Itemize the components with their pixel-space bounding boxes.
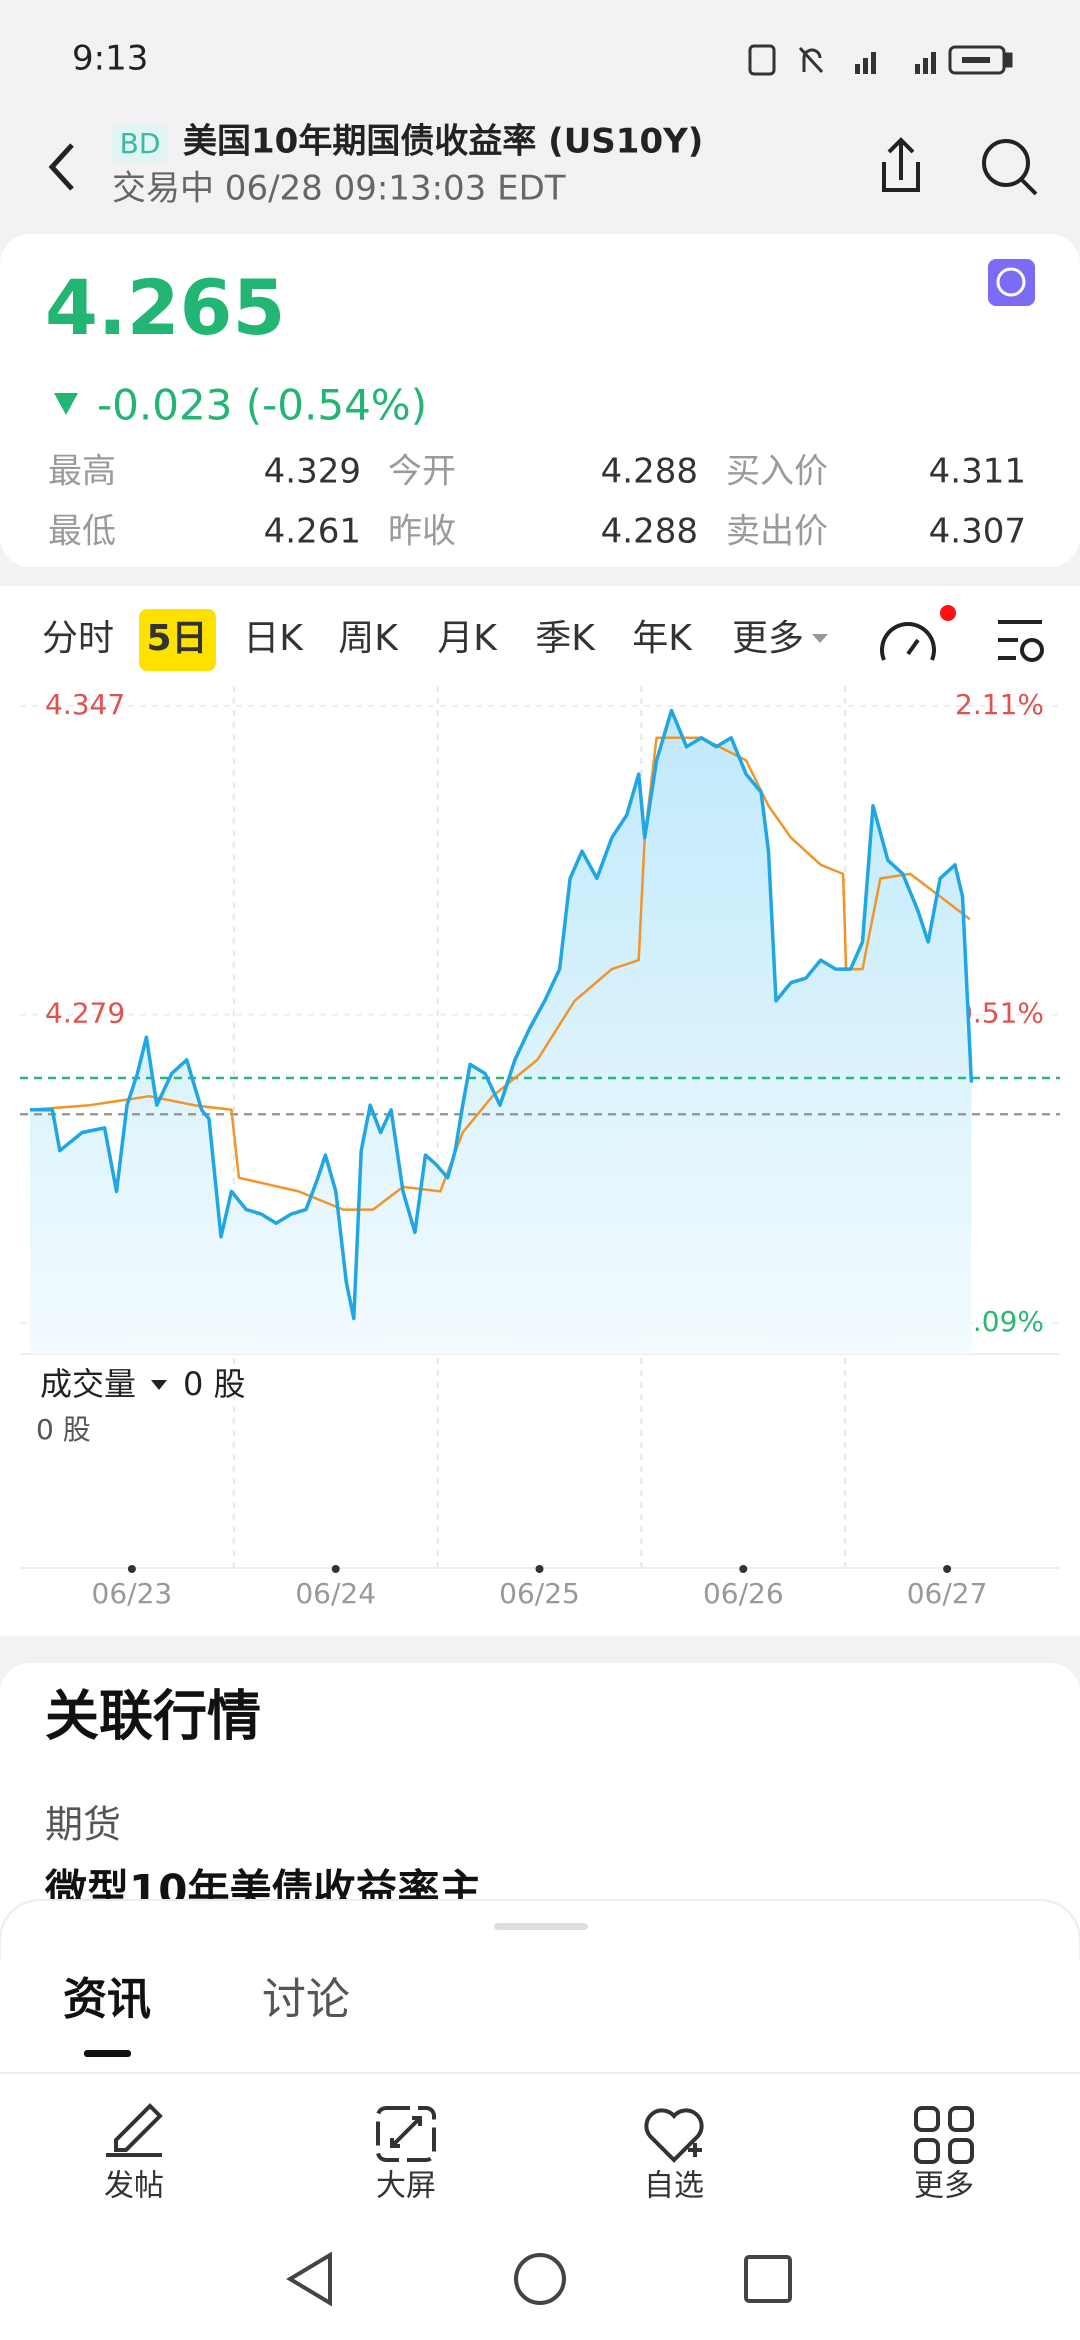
stat-label: 卖出价 xyxy=(726,512,828,552)
chart-tab[interactable]: 年K xyxy=(632,618,693,659)
date-dot xyxy=(535,1565,544,1573)
y-tick-label: 4.279 xyxy=(45,997,125,1030)
price-line xyxy=(30,708,974,1321)
date-dot xyxy=(943,1565,952,1573)
stat-label: 今开 xyxy=(388,452,456,492)
volume-value: 0 股 xyxy=(183,1365,246,1403)
volume-axis-label: 0 股 xyxy=(36,1413,91,1446)
stat-label: 最低 xyxy=(48,512,116,552)
stat-value: 4.307 xyxy=(929,512,1026,552)
stat-value: 4.311 xyxy=(929,452,1026,492)
x-tick-label: 06/23 xyxy=(92,1577,173,1610)
chart-tab[interactable]: 更多 xyxy=(732,618,804,659)
volume-caret xyxy=(151,1380,167,1390)
toolbar-label[interactable]: 自选 xyxy=(644,2169,704,2204)
related-section: 期货 xyxy=(45,1803,121,1847)
chart: 4.2114.2794.347-1.09%0.51%2.11%06/2306/2… xyxy=(20,686,1060,1610)
chart-tab[interactable]: 日K xyxy=(243,618,304,659)
y2-tick-label: 2.11% xyxy=(955,688,1044,721)
status-time: 9:13 xyxy=(72,39,148,79)
chart-tab[interactable]: 分时 xyxy=(42,618,114,659)
tab-underline xyxy=(84,2050,131,2057)
nav-bar xyxy=(286,2251,792,2307)
x-tick-label: 06/24 xyxy=(295,1577,376,1610)
price: 4.265 xyxy=(45,263,285,352)
badge-bg xyxy=(112,126,168,162)
more-caret xyxy=(812,634,828,643)
tab-highlight xyxy=(139,609,216,671)
stat-label: 昨收 xyxy=(388,512,456,552)
indicator-button[interactable] xyxy=(880,622,936,661)
settings-button[interactable] xyxy=(998,620,1044,662)
chart-tab[interactable]: 周K xyxy=(338,618,399,659)
stat-value: 4.288 xyxy=(601,452,698,492)
y-tick-label: 4.347 xyxy=(45,688,125,721)
chart-tabs: 分时 5日 日K 周K 月K 季K 年K 更多 xyxy=(42,618,804,659)
badge: BD xyxy=(120,127,161,160)
subtitle: 交易中 06/28 09:13:03 EDT xyxy=(112,169,566,209)
date-dot xyxy=(331,1565,340,1573)
date-dot xyxy=(739,1565,748,1573)
change: -0.023 (-0.54%) xyxy=(97,381,427,430)
stat-value: 4.288 xyxy=(601,512,698,552)
status-icons xyxy=(748,44,1013,76)
notify-dot xyxy=(940,605,956,621)
toolbar-label[interactable]: 更多 xyxy=(914,2169,974,2204)
nav-home[interactable] xyxy=(514,2253,566,2305)
x-tick-label: 06/26 xyxy=(703,1577,784,1610)
volume-label: 成交量 xyxy=(40,1365,136,1403)
x-tick-label: 06/25 xyxy=(499,1577,580,1610)
sheet-handle[interactable] xyxy=(494,1923,588,1930)
x-tick-label: 06/27 xyxy=(907,1577,988,1610)
toolbar-label[interactable]: 大屏 xyxy=(376,2169,436,2204)
toolbar: 发帖 大屏 自选 更多 xyxy=(104,2169,974,2204)
signal-icons xyxy=(855,52,936,74)
back-button[interactable] xyxy=(48,143,74,191)
nav-back[interactable] xyxy=(286,2251,332,2307)
toolbar-label[interactable]: 发帖 xyxy=(104,2169,164,2204)
chart-tab[interactable]: 5日 xyxy=(146,618,207,659)
sheet-body xyxy=(0,1960,1080,2340)
title: 美国10年期国债收益率 (US10Y) xyxy=(183,122,703,162)
stat-label: 最高 xyxy=(48,452,116,492)
sheet-tab[interactable]: 资讯 xyxy=(63,1974,151,2025)
stat-value: 4.261 xyxy=(264,512,361,552)
price-area xyxy=(30,710,972,1354)
date-dot xyxy=(127,1565,136,1573)
stat-label: 买入价 xyxy=(726,452,828,492)
down-arrow xyxy=(54,393,78,415)
sheet-tab[interactable]: 讨论 xyxy=(262,1974,350,2025)
search-button[interactable] xyxy=(982,139,1038,196)
toolbar-icons xyxy=(106,2103,974,2164)
promo-icon-mark xyxy=(996,267,1026,297)
nav-recent[interactable] xyxy=(744,2255,792,2303)
promo-icon[interactable] xyxy=(988,259,1035,306)
chart-tab[interactable]: 月K xyxy=(437,618,498,659)
stat-value: 4.329 xyxy=(264,452,361,492)
related-title: 关联行情 xyxy=(45,1685,261,1748)
stats: 最高 4.329 今开 4.288 买入价 4.311 最低 4.261 昨收 4.288 卖出价 4… xyxy=(48,452,1026,552)
chart-tab[interactable]: 季K xyxy=(535,618,596,659)
share-button[interactable] xyxy=(882,137,920,192)
quote-card xyxy=(0,234,1080,567)
